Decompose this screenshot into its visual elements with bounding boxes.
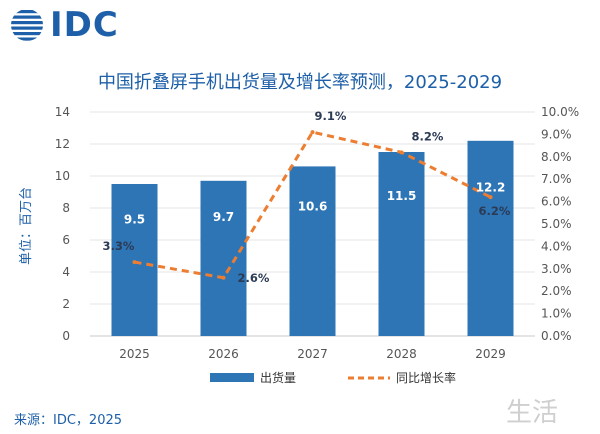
- chart-title: 中国折叠屏手机出货量及增长率预测，2025-2029: [97, 72, 503, 93]
- y-tick-label: 6: [62, 233, 70, 247]
- legend-line-label: 同比增长率: [396, 370, 456, 385]
- bar-value-label: 12.2: [476, 181, 506, 195]
- bar: [467, 140, 514, 336]
- growth-point: [488, 195, 493, 200]
- x-tick-label: 2028: [386, 347, 417, 361]
- x-tick-label: 2026: [208, 347, 239, 361]
- x-tick-label: 2025: [119, 347, 150, 361]
- bar-value-label: 10.6: [298, 199, 328, 213]
- y2-tick-label: 3.0%: [541, 262, 572, 276]
- legend-bar-label: 出货量: [260, 370, 296, 385]
- y-tick-label: 0: [62, 329, 70, 343]
- growth-value-label: 6.2%: [479, 204, 511, 218]
- x-tick-label: 2029: [475, 347, 506, 361]
- legend: 出货量 同比增长率: [210, 370, 456, 385]
- bar: [111, 184, 158, 336]
- bar-value-label: 11.5: [387, 189, 417, 203]
- y2-tick-label: 7.0%: [541, 172, 572, 186]
- growth-value-label: 3.3%: [103, 239, 135, 253]
- logo-text: IDC: [50, 5, 119, 45]
- y2-tick-label: 6.0%: [541, 195, 572, 209]
- bar: [289, 166, 336, 336]
- growth-point: [310, 130, 315, 135]
- growth-value-label: 9.1%: [315, 109, 347, 123]
- growth-value-label: 8.2%: [412, 129, 444, 143]
- y2-tick-label: 9.0%: [541, 127, 572, 141]
- legend-bar-swatch: [210, 373, 254, 382]
- y-tick-label: 12: [55, 137, 70, 151]
- y-tick-label: 2: [62, 297, 70, 311]
- bar: [200, 180, 247, 336]
- bar: [378, 152, 425, 336]
- growth-point: [132, 260, 137, 265]
- y-tick-label: 8: [62, 201, 70, 215]
- growth-line: [134, 130, 492, 280]
- bar-value-label: 9.7: [213, 210, 234, 224]
- y-tick-label: 14: [55, 105, 70, 119]
- y-axis-title: 单位：百万台: [19, 187, 34, 265]
- y2-tick-label: 2.0%: [541, 284, 572, 298]
- growth-point: [221, 275, 226, 280]
- y2-tick-label: 0.0%: [541, 329, 572, 343]
- y-tick-label: 4: [62, 265, 70, 279]
- y2-tick-label: 4.0%: [541, 239, 572, 253]
- y2-tick-label: 8.0%: [541, 150, 572, 164]
- y-tick-label: 10: [55, 169, 70, 183]
- y2-tick-label: 10.0%: [541, 105, 579, 119]
- growth-point: [399, 150, 404, 155]
- bar-value-label: 9.5: [124, 213, 145, 227]
- idc-logo: IDC: [10, 8, 119, 42]
- globe-icon: [11, 10, 43, 41]
- y2-tick-label: 5.0%: [541, 217, 572, 231]
- x-tick-label: 2027: [297, 347, 328, 361]
- watermark: 生活: [506, 398, 559, 428]
- growth-value-label: 2.6%: [238, 271, 270, 285]
- source-note: 来源：IDC，2025: [14, 413, 123, 428]
- y2-tick-label: 1.0%: [541, 307, 572, 321]
